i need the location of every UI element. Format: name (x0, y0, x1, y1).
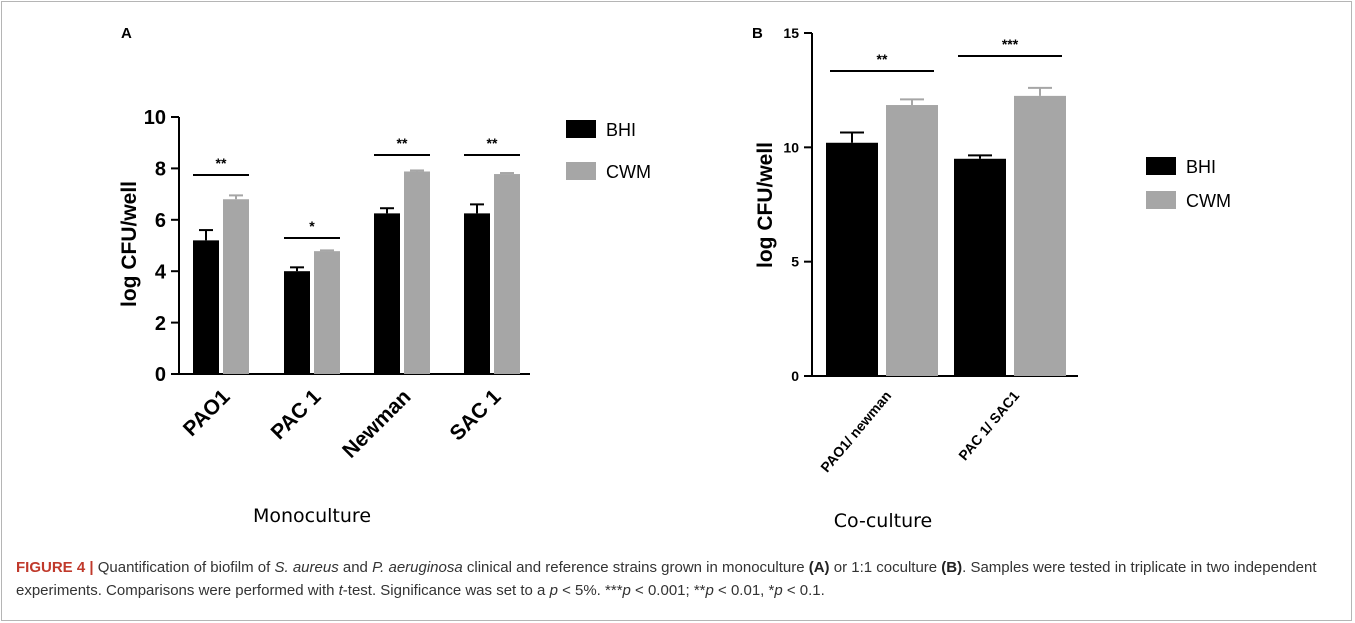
bar-cwm (223, 199, 249, 374)
x-axis-label: Monoculture (253, 505, 371, 527)
x-axis-label: Co-culture (834, 510, 932, 532)
legend-swatch-bhi (566, 120, 596, 138)
caption-part: S. aureus (274, 559, 339, 576)
bar-bhi (374, 213, 400, 374)
bar-bhi (464, 213, 490, 374)
bar-bhi (193, 240, 219, 374)
significance-marker: ** (877, 51, 888, 67)
figure-caption: FIGURE 4 | Quantification of biofilm of … (16, 556, 1341, 602)
bar-cwm (494, 174, 520, 374)
y-tick-label: 0 (155, 364, 166, 386)
y-tick-label: 0 (791, 368, 799, 384)
y-tick-label: 4 (155, 261, 167, 283)
bar-cwm (1014, 95, 1066, 376)
category-label: PAC 1 (267, 385, 326, 444)
caption-part: Quantification of biofilm of (93, 559, 275, 576)
caption-part: P. aeruginosa (372, 559, 463, 576)
caption-part: < 5%. *** (557, 582, 623, 599)
caption-label: FIGURE 4 | (16, 559, 94, 576)
caption-part: p (705, 582, 714, 599)
legend-label: BHI (1186, 157, 1216, 177)
category-label: PAO1 (179, 385, 235, 441)
caption-part: (A) (808, 559, 830, 576)
caption-part: clinical and reference strains grown in … (462, 559, 809, 576)
bar-cwm (404, 171, 430, 374)
significance-marker: ** (487, 135, 498, 151)
caption-part: t (338, 582, 343, 599)
y-axis-label: log CFU/well (118, 181, 141, 307)
panel-label: A (121, 25, 132, 42)
caption-part: p (549, 582, 558, 599)
legend-swatch-bhi (1146, 157, 1176, 175)
caption-body: Quantification of biofilm of S. aureus a… (16, 559, 1317, 599)
significance-marker: *** (1002, 36, 1019, 52)
caption-part: < 0.1. (782, 582, 825, 599)
bar-bhi (826, 142, 878, 376)
category-label: PAO1/ newman (817, 388, 894, 476)
caption-part: . Samples were tested in triplicate in t… (16, 559, 1317, 599)
bar-cwm (886, 105, 938, 376)
caption-part: < 0.01, * (713, 582, 775, 599)
caption-part: (B) (941, 559, 963, 576)
category-label: Newman (338, 385, 415, 462)
legend-swatch-cwm (1146, 191, 1176, 209)
caption-part: or 1:1 coculture (829, 559, 942, 576)
bar-bhi (284, 271, 310, 374)
bar-cwm (314, 251, 340, 374)
legend-label: CWM (606, 162, 651, 182)
caption-part: < 0.001; ** (630, 582, 706, 599)
legend-label: BHI (606, 120, 636, 140)
bar-bhi (954, 158, 1006, 376)
caption-part: -test. Significance was set to a (342, 582, 550, 599)
y-tick-label: 8 (155, 159, 166, 181)
significance-marker: * (309, 218, 315, 234)
significance-marker: ** (216, 155, 227, 171)
panel-label: B (752, 25, 763, 42)
category-label: PAC 1/ SAC1 (955, 387, 1022, 463)
caption-part: p (622, 582, 631, 599)
y-axis-label: log CFU/well (754, 142, 777, 268)
y-tick-label: 2 (155, 313, 166, 335)
caption-part: and (338, 559, 373, 576)
significance-marker: ** (397, 135, 408, 151)
legend-swatch-cwm (566, 162, 596, 180)
y-tick-label: 6 (155, 210, 166, 232)
legend-label: CWM (1186, 191, 1231, 211)
y-tick-label: 10 (144, 107, 166, 129)
y-tick-label: 5 (791, 254, 799, 270)
category-label: SAC 1 (446, 385, 506, 445)
y-tick-label: 10 (783, 139, 799, 155)
y-tick-label: 15 (783, 25, 799, 41)
caption-part: p (774, 582, 783, 599)
